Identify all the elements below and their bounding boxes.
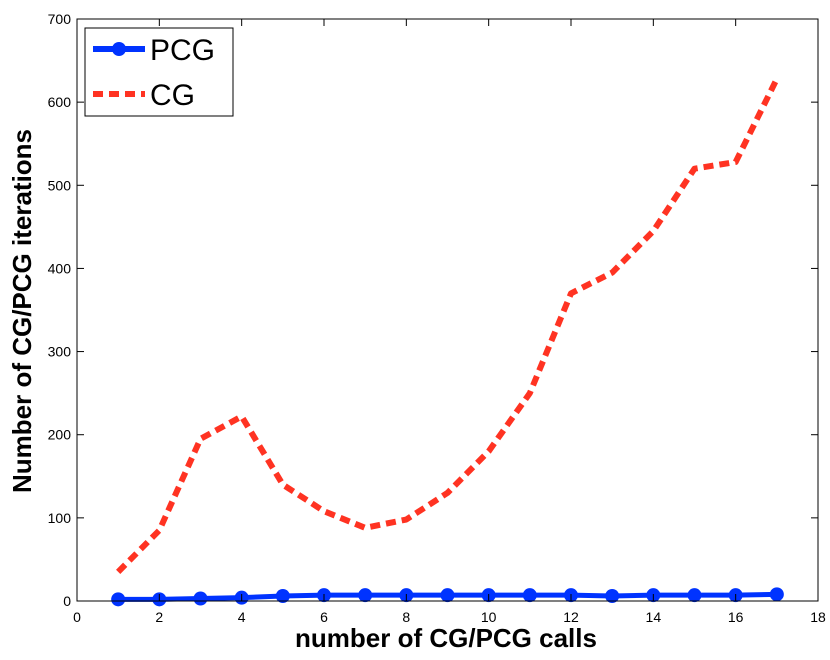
pcg-data-point (605, 589, 620, 604)
pcg-data-point (687, 588, 702, 603)
pcg-data-point (193, 591, 208, 606)
x-tick-label: 8 (402, 609, 410, 625)
legend: PCG CG (84, 27, 234, 117)
x-tick-label: 18 (810, 609, 826, 625)
x-tick-label: 10 (481, 609, 497, 625)
pcg-data-point (275, 589, 290, 604)
y-tick-label: 100 (48, 510, 72, 526)
y-tick-label: 600 (48, 94, 72, 110)
x-tick-label: 14 (646, 609, 662, 625)
x-tick-label: 2 (155, 609, 163, 625)
y-tick-label: 300 (48, 344, 72, 360)
pcg-data-point (111, 592, 126, 607)
y-tick-label: 0 (63, 593, 71, 609)
pcg-data-point (522, 588, 537, 603)
y-tick-label: 400 (48, 260, 72, 276)
pcg-data-point (440, 588, 455, 603)
x-tick-label: 16 (728, 609, 744, 625)
legend-box (84, 27, 234, 117)
plot-area-frame (76, 18, 819, 602)
pcg-data-point (358, 588, 373, 603)
legend-pcg-marker (112, 42, 126, 56)
y-tick-label: 700 (48, 11, 72, 27)
x-axis-title: number of CG/PCG calls (295, 623, 597, 653)
y-tick-label: 200 (48, 427, 72, 443)
legend-label-pcg: PCG (150, 34, 215, 67)
legend-label-cg: CG (150, 79, 195, 112)
x-tick-label: 12 (563, 609, 579, 625)
x-tick-label: 6 (320, 609, 328, 625)
x-tick-label: 0 (73, 609, 81, 625)
series-line-cg (116, 77, 780, 575)
ticks: 0 2 4 6 8 10 12 14 16 18 0 100 200 300 400 500 600 700 (48, 11, 826, 625)
pcg-data-point (769, 587, 784, 602)
y-axis-title: Number of CG/PCG iterations (7, 129, 37, 493)
axes (76, 18, 819, 602)
y-tick-label: 500 (48, 177, 72, 193)
x-tick-label: 4 (238, 609, 246, 625)
